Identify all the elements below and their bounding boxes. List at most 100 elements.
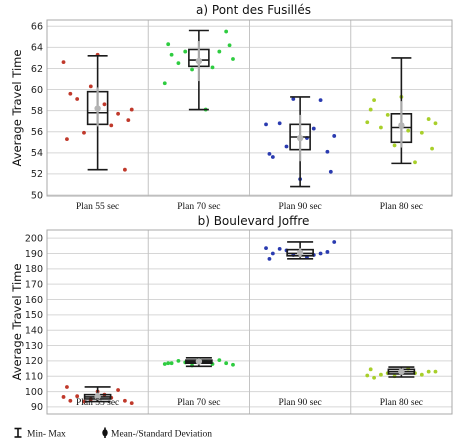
y-tick-label: 64 [31, 43, 43, 54]
data-point [318, 251, 323, 256]
data-point [224, 361, 229, 366]
data-point [68, 398, 73, 403]
data-point [123, 398, 127, 403]
y-axis-label: Average Travel Time [10, 50, 24, 167]
y-tick-label: 140 [25, 326, 43, 337]
data-point [217, 49, 222, 54]
category-label: Plan 90 sec [278, 202, 321, 212]
data-point [368, 367, 373, 372]
category-label: Plan 90 sec [278, 398, 321, 408]
data-point [61, 60, 66, 65]
data-point [224, 29, 229, 34]
y-tick-label: 66 [31, 22, 43, 33]
panel-boulevard-joffre: b) Boulevard Joffre Average Travel Time 90… [10, 214, 453, 415]
data-point [379, 372, 383, 377]
panel-title: b) Boulevard Joffre [198, 214, 310, 228]
data-point [231, 362, 235, 367]
data-point [392, 143, 397, 148]
data-point [68, 91, 73, 96]
mean-marker [94, 105, 101, 112]
data-point [116, 388, 120, 392]
mean-marker [296, 134, 304, 142]
y-tick-label: 52 [31, 169, 43, 180]
plot-frame [46, 229, 453, 415]
y-tick-label: 150 [25, 310, 43, 321]
data-point [75, 394, 80, 399]
mean-marker [398, 368, 405, 375]
data-point [332, 240, 337, 244]
data-point [284, 144, 289, 149]
data-point [433, 121, 438, 126]
category-label: Plan 55 sec [76, 398, 119, 408]
data-point [176, 61, 181, 66]
panel-title: a) Pont des Fusillés [196, 3, 311, 17]
data-point [126, 118, 131, 123]
data-point [267, 256, 272, 261]
mean-marker [195, 57, 203, 65]
y-tick-label: 90 [31, 402, 43, 413]
y-tick-label: 160 [25, 295, 43, 306]
y-tick-label: 170 [25, 279, 43, 290]
legend-minmax-label: Min- Max [27, 430, 66, 440]
data-point [61, 395, 66, 399]
data-point [169, 361, 174, 366]
data-point [65, 385, 69, 389]
data-point [227, 43, 232, 48]
data-point [368, 107, 373, 112]
data-point [277, 246, 282, 251]
mean-sd-legend-icon [102, 427, 108, 438]
data-point [325, 250, 330, 254]
data-point [129, 107, 134, 112]
data-point [123, 167, 127, 172]
data-point [231, 57, 235, 61]
minmax-legend-icon [14, 427, 22, 438]
data-point [430, 146, 434, 151]
category-label: Plan 55 sec [76, 202, 119, 212]
data-point [270, 155, 275, 159]
data-point [433, 369, 438, 374]
data-point [328, 169, 333, 174]
mean-marker [398, 122, 405, 129]
data-point [190, 67, 194, 72]
data-point [311, 126, 316, 131]
y-tick-label: 56 [31, 127, 43, 138]
y-tick-label: 100 [25, 387, 43, 398]
data-point [217, 358, 222, 363]
data-point [166, 42, 171, 47]
data-point [379, 125, 383, 130]
data-point [267, 151, 272, 156]
y-tick-label: 190 [25, 249, 43, 260]
mean-marker [195, 358, 203, 365]
y-tick-label: 120 [25, 356, 43, 367]
data-point [109, 123, 114, 128]
data-point [365, 373, 370, 378]
data-point [116, 111, 120, 116]
y-axis-label: Average Travel Time [10, 264, 24, 381]
data-point [406, 128, 411, 133]
data-point [129, 401, 134, 405]
data-point [166, 361, 171, 366]
data-point [88, 84, 93, 89]
y-tick-label: 54 [31, 148, 43, 159]
data-point [277, 121, 282, 126]
y-tick-label: 60 [31, 85, 43, 96]
mean-marker [94, 393, 101, 400]
mean-marker [296, 249, 304, 256]
data-point [210, 65, 215, 70]
y-tick-label: 200 [25, 233, 43, 244]
category-label: Plan 70 sec [177, 398, 220, 408]
data-point [385, 112, 390, 117]
legend: Min- Max Mean-/Standard Deviation [14, 427, 212, 440]
data-point [183, 49, 188, 54]
category-label: Plan 80 sec [380, 398, 423, 408]
data-point [176, 358, 181, 363]
data-point [75, 97, 80, 101]
category-label: Plan 80 sec [380, 202, 423, 212]
y-tick-label: 50 [31, 190, 43, 201]
y-tick-label: 110 [25, 372, 43, 383]
data-point [372, 375, 376, 380]
legend-mean-sd-label: Mean-/Standard Deviation [111, 430, 212, 440]
data-point [82, 130, 86, 135]
data-point [291, 97, 296, 101]
data-point [365, 120, 370, 125]
